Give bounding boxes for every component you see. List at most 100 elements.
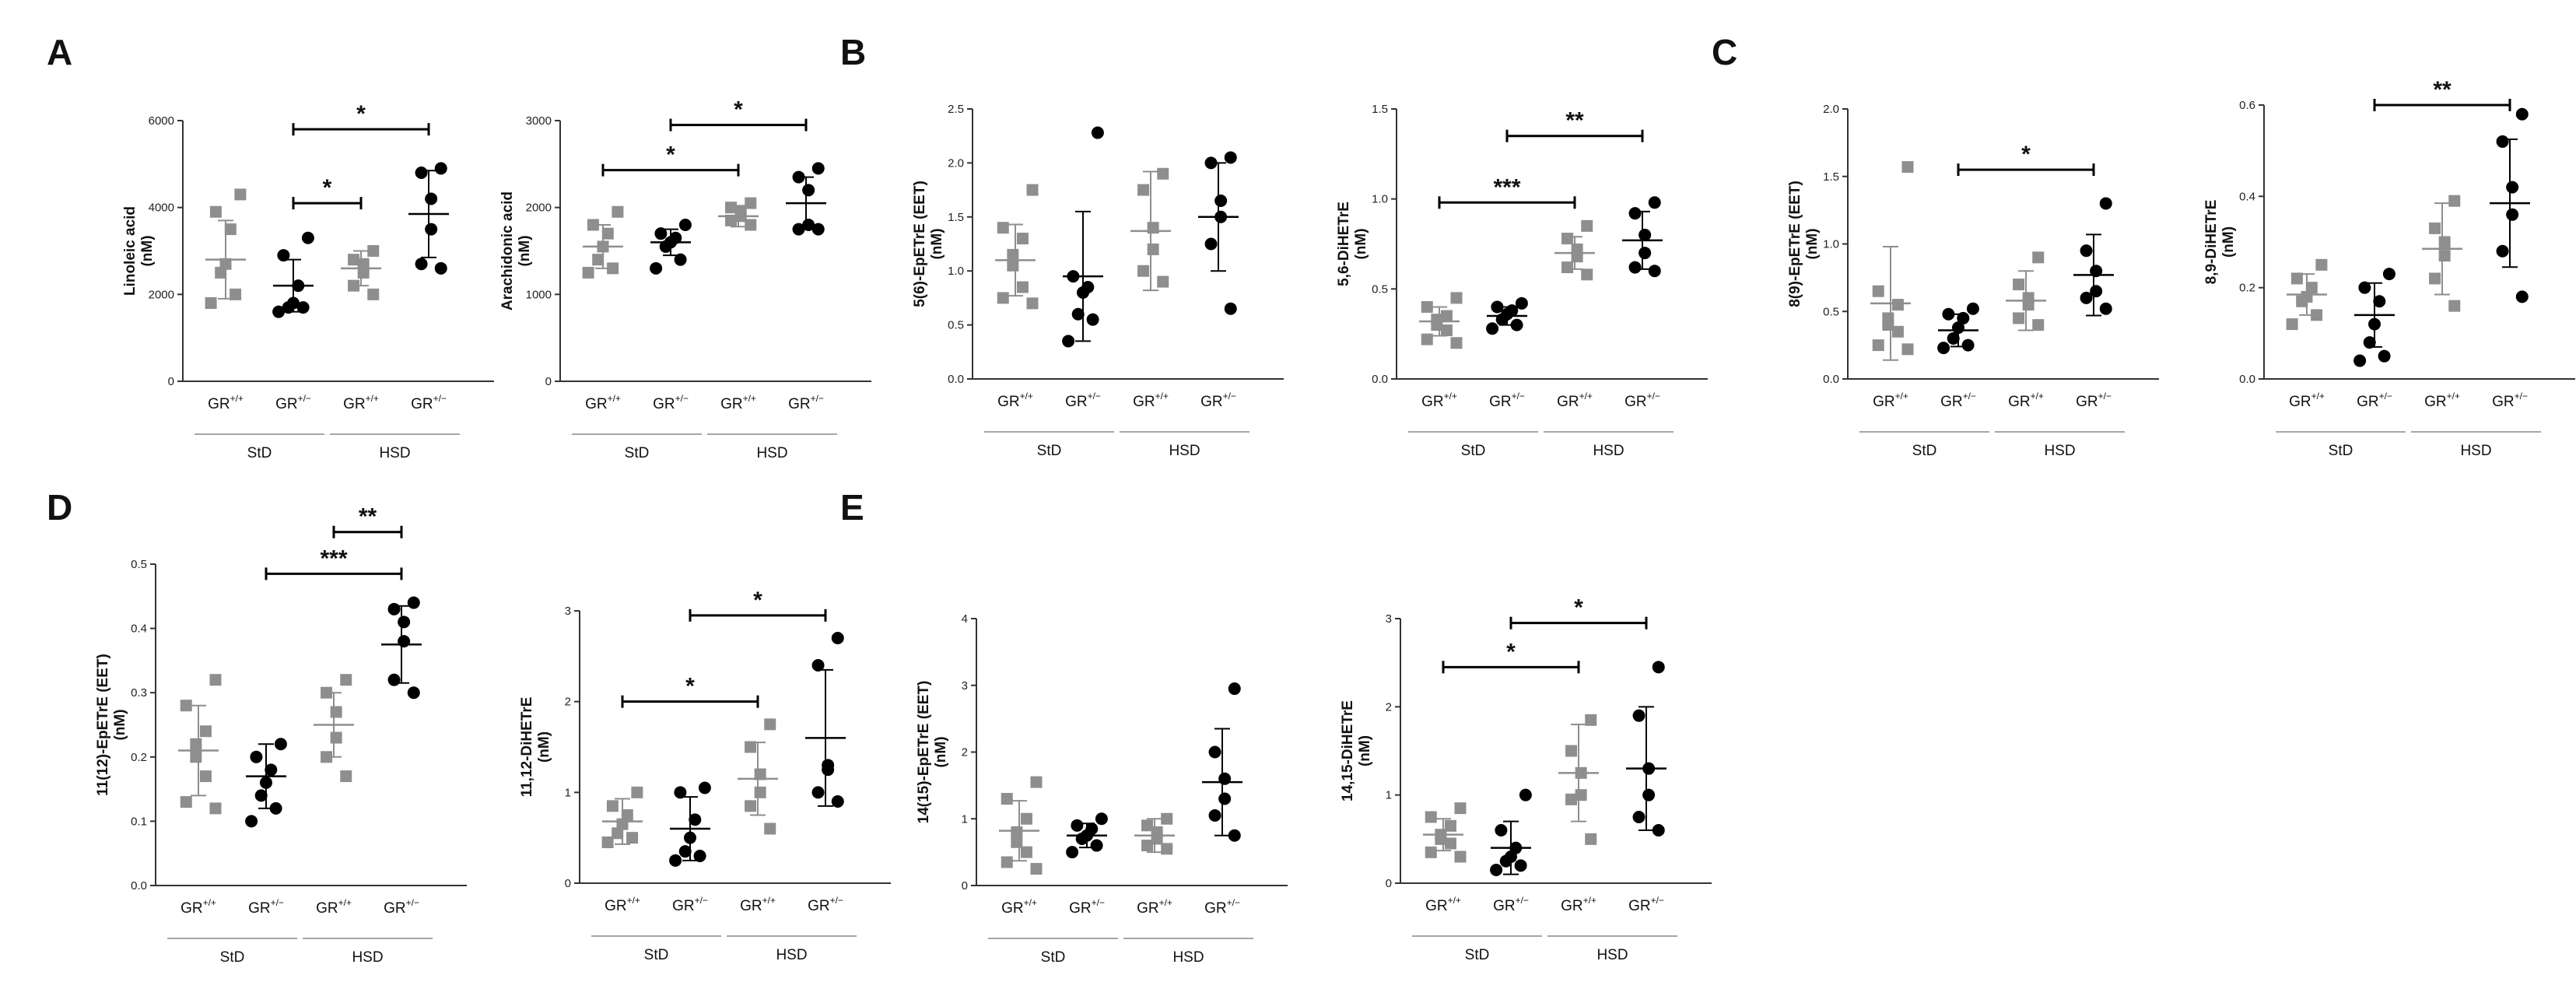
y-tick-label: 0 [168,375,174,388]
data-point-square [2438,236,2451,248]
data-point-circle [1632,709,1645,722]
data-point-square [215,266,227,279]
x-tick-label: GR+/+ [1001,897,1037,917]
x-tick-label-sup: +/+ [762,895,776,906]
data-point-circle [2506,208,2519,221]
data-point-circle [1947,331,1960,345]
x-tick-label: GR+/+ [1557,391,1593,410]
data-point-square [234,188,247,201]
y-tick-label: 1 [565,786,571,799]
chart-7: 0.0 0.1 0.2 0.3 0.4 0.5 11(12)-EpETrE (EET) (nM… [95,504,467,966]
x-tick-label-base: GR [1624,394,1647,410]
data-point-circle [415,167,428,179]
data-point-square [1030,776,1043,788]
data-point-square [209,205,222,218]
x-tick-label-sup: +/+ [743,393,756,404]
y-axis-unit: (nM) [933,736,949,767]
data-point-square [1007,259,1019,272]
x-tick-label-base: GR [720,396,743,412]
x-tick-label: GR+/+ [2424,391,2460,410]
x-tick-label-base: GR [605,898,627,914]
x-tick-label-base: GR [343,396,366,412]
x-tick-label-base: GR [180,900,203,917]
data-point-circle [2515,290,2529,303]
chart-3: 0.0 0.5 1.0 1.5 2.0 2.5 5(6)-EpETrE (EET) (nM) G… [912,103,1284,459]
data-point-square [612,827,624,840]
data-point-square [1026,184,1039,196]
x-tick-label: GR+/− [808,895,843,914]
data-point-square [205,297,217,309]
y-tick-label: 0.5 [1823,305,1839,318]
y-axis-unit: (nM) [929,228,945,259]
data-point-circle [387,673,401,686]
data-point-square [725,202,738,214]
x-tick-label: GR+/− [1489,391,1525,410]
data-point-square [2032,319,2045,331]
y-axis-label: 5,6-DiHETrE [1336,202,1352,286]
data-point-square [1581,268,1593,281]
data-point-circle [1095,812,1108,826]
data-point-square [1585,833,1597,845]
data-point-square [1137,265,1150,277]
group-label: HSD [1593,443,1624,459]
data-point-circle [1510,318,1523,331]
x-tick-label-sup: +/− [298,393,311,404]
data-point-circle [425,223,438,236]
x-tick-label: GR+/− [1200,391,1236,410]
data-point-circle [1652,661,1665,674]
data-point-square [2311,309,2323,321]
data-point-square [1454,850,1467,863]
data-point-circle [1066,846,1079,859]
data-point-circle [1208,808,1221,822]
data-point-square [1440,324,1453,337]
data-point-square [1016,233,1029,245]
data-point-square [2013,312,2025,324]
group-label: StD [1037,443,1062,459]
x-tick-label: GR+/+ [740,895,776,914]
x-tick-label: GR+/+ [585,393,621,412]
data-point-circle [1486,322,1499,335]
data-point-square [330,706,342,718]
data-point-circle [2363,336,2376,349]
x-tick-label-base: GR [1873,394,1895,410]
x-tick-label-sup: +/− [2379,391,2392,402]
data-point-circle [398,616,411,629]
x-tick-label-base: GR [1561,898,1583,914]
x-tick-label-sup: +/+ [1583,895,1596,906]
data-point-circle [1228,829,1241,842]
x-tick-label-sup: +/+ [1444,391,1457,402]
data-point-square [2032,251,2045,264]
y-tick-label: 1000 [526,288,552,301]
y-tick-label: 0.4 [2239,190,2255,203]
data-point-circle [1499,854,1512,868]
data-point-square [2290,272,2303,285]
x-tick-label-base: GR [248,900,271,917]
data-point-square [1161,812,1173,825]
data-point-circle [274,738,287,751]
y-tick-label: 2 [565,696,571,709]
data-point-circle [407,686,420,700]
data-point-square [745,197,757,209]
data-point-square [367,245,380,257]
data-point-square [1421,333,1433,345]
data-point-circle [2506,181,2519,194]
x-tick-label-base: GR [2357,394,2379,410]
data-point-circle [1628,207,1642,220]
data-point-circle [1214,194,1228,207]
data-point-square [340,674,352,686]
x-tick-label-base: GR [411,396,433,412]
data-point-square [606,800,619,812]
y-tick-label: 0 [1386,877,1392,890]
data-point-square [1585,714,1597,726]
data-point-square [1011,826,1023,838]
x-tick-label-sup: +/− [271,897,284,908]
x-tick-label: GR+/+ [2289,391,2325,410]
significance-label: * [734,97,743,123]
data-point-circle [831,795,844,808]
panel-letter-c: C [1712,32,1737,72]
data-point-square [631,786,643,798]
x-tick-label: GR+/− [1628,895,1664,914]
data-point-circle [407,596,420,609]
